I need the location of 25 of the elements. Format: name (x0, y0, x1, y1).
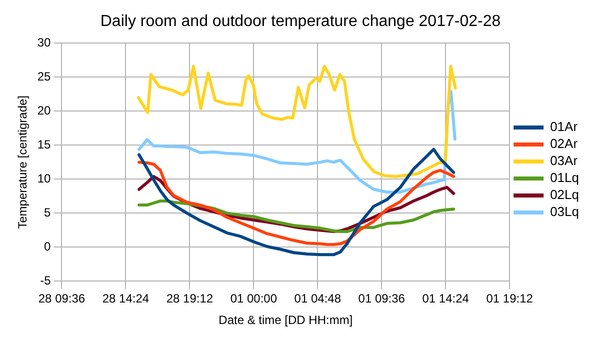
legend-label: 01Ar (550, 119, 578, 134)
x-tick-label: 01 14:24 (422, 292, 470, 306)
y-tick-label: 15 (37, 138, 52, 152)
x-tick-label: 01 19:12 (486, 292, 534, 306)
x-tick-label: 01 00:00 (230, 292, 278, 306)
y-tick-label: 30 (37, 36, 52, 50)
legend-label: 01Lq (550, 170, 579, 186)
x-tick-label: 28 09:36 (38, 292, 86, 306)
x-tick-label: 01 09:36 (358, 292, 406, 306)
legend-label: 03Lq (550, 204, 579, 220)
y-tick-label: -5 (40, 274, 52, 288)
y-tick-label: 5 (44, 206, 52, 220)
x-tick-label: 28 19:12 (166, 292, 214, 306)
y-tick-label: 20 (37, 104, 52, 118)
y-axis-title: Temperature [centigrade] (16, 95, 30, 229)
chart-title: Daily room and outdoor temperature change 2017-02-28 (100, 13, 501, 30)
y-tick-label: 0 (44, 240, 52, 254)
x-tick-label: 01 04:48 (294, 292, 342, 306)
y-tick-label: 25 (37, 70, 52, 84)
legend-label: 02Ar (550, 136, 578, 152)
x-tick-label: 28 14:24 (102, 292, 150, 306)
x-axis-title: Date & time [DD HH:mm] (218, 313, 353, 328)
legend-label: 02Lq (550, 187, 579, 202)
y-tick-label: 10 (37, 172, 52, 186)
legend-label: 03Ar (550, 153, 578, 168)
